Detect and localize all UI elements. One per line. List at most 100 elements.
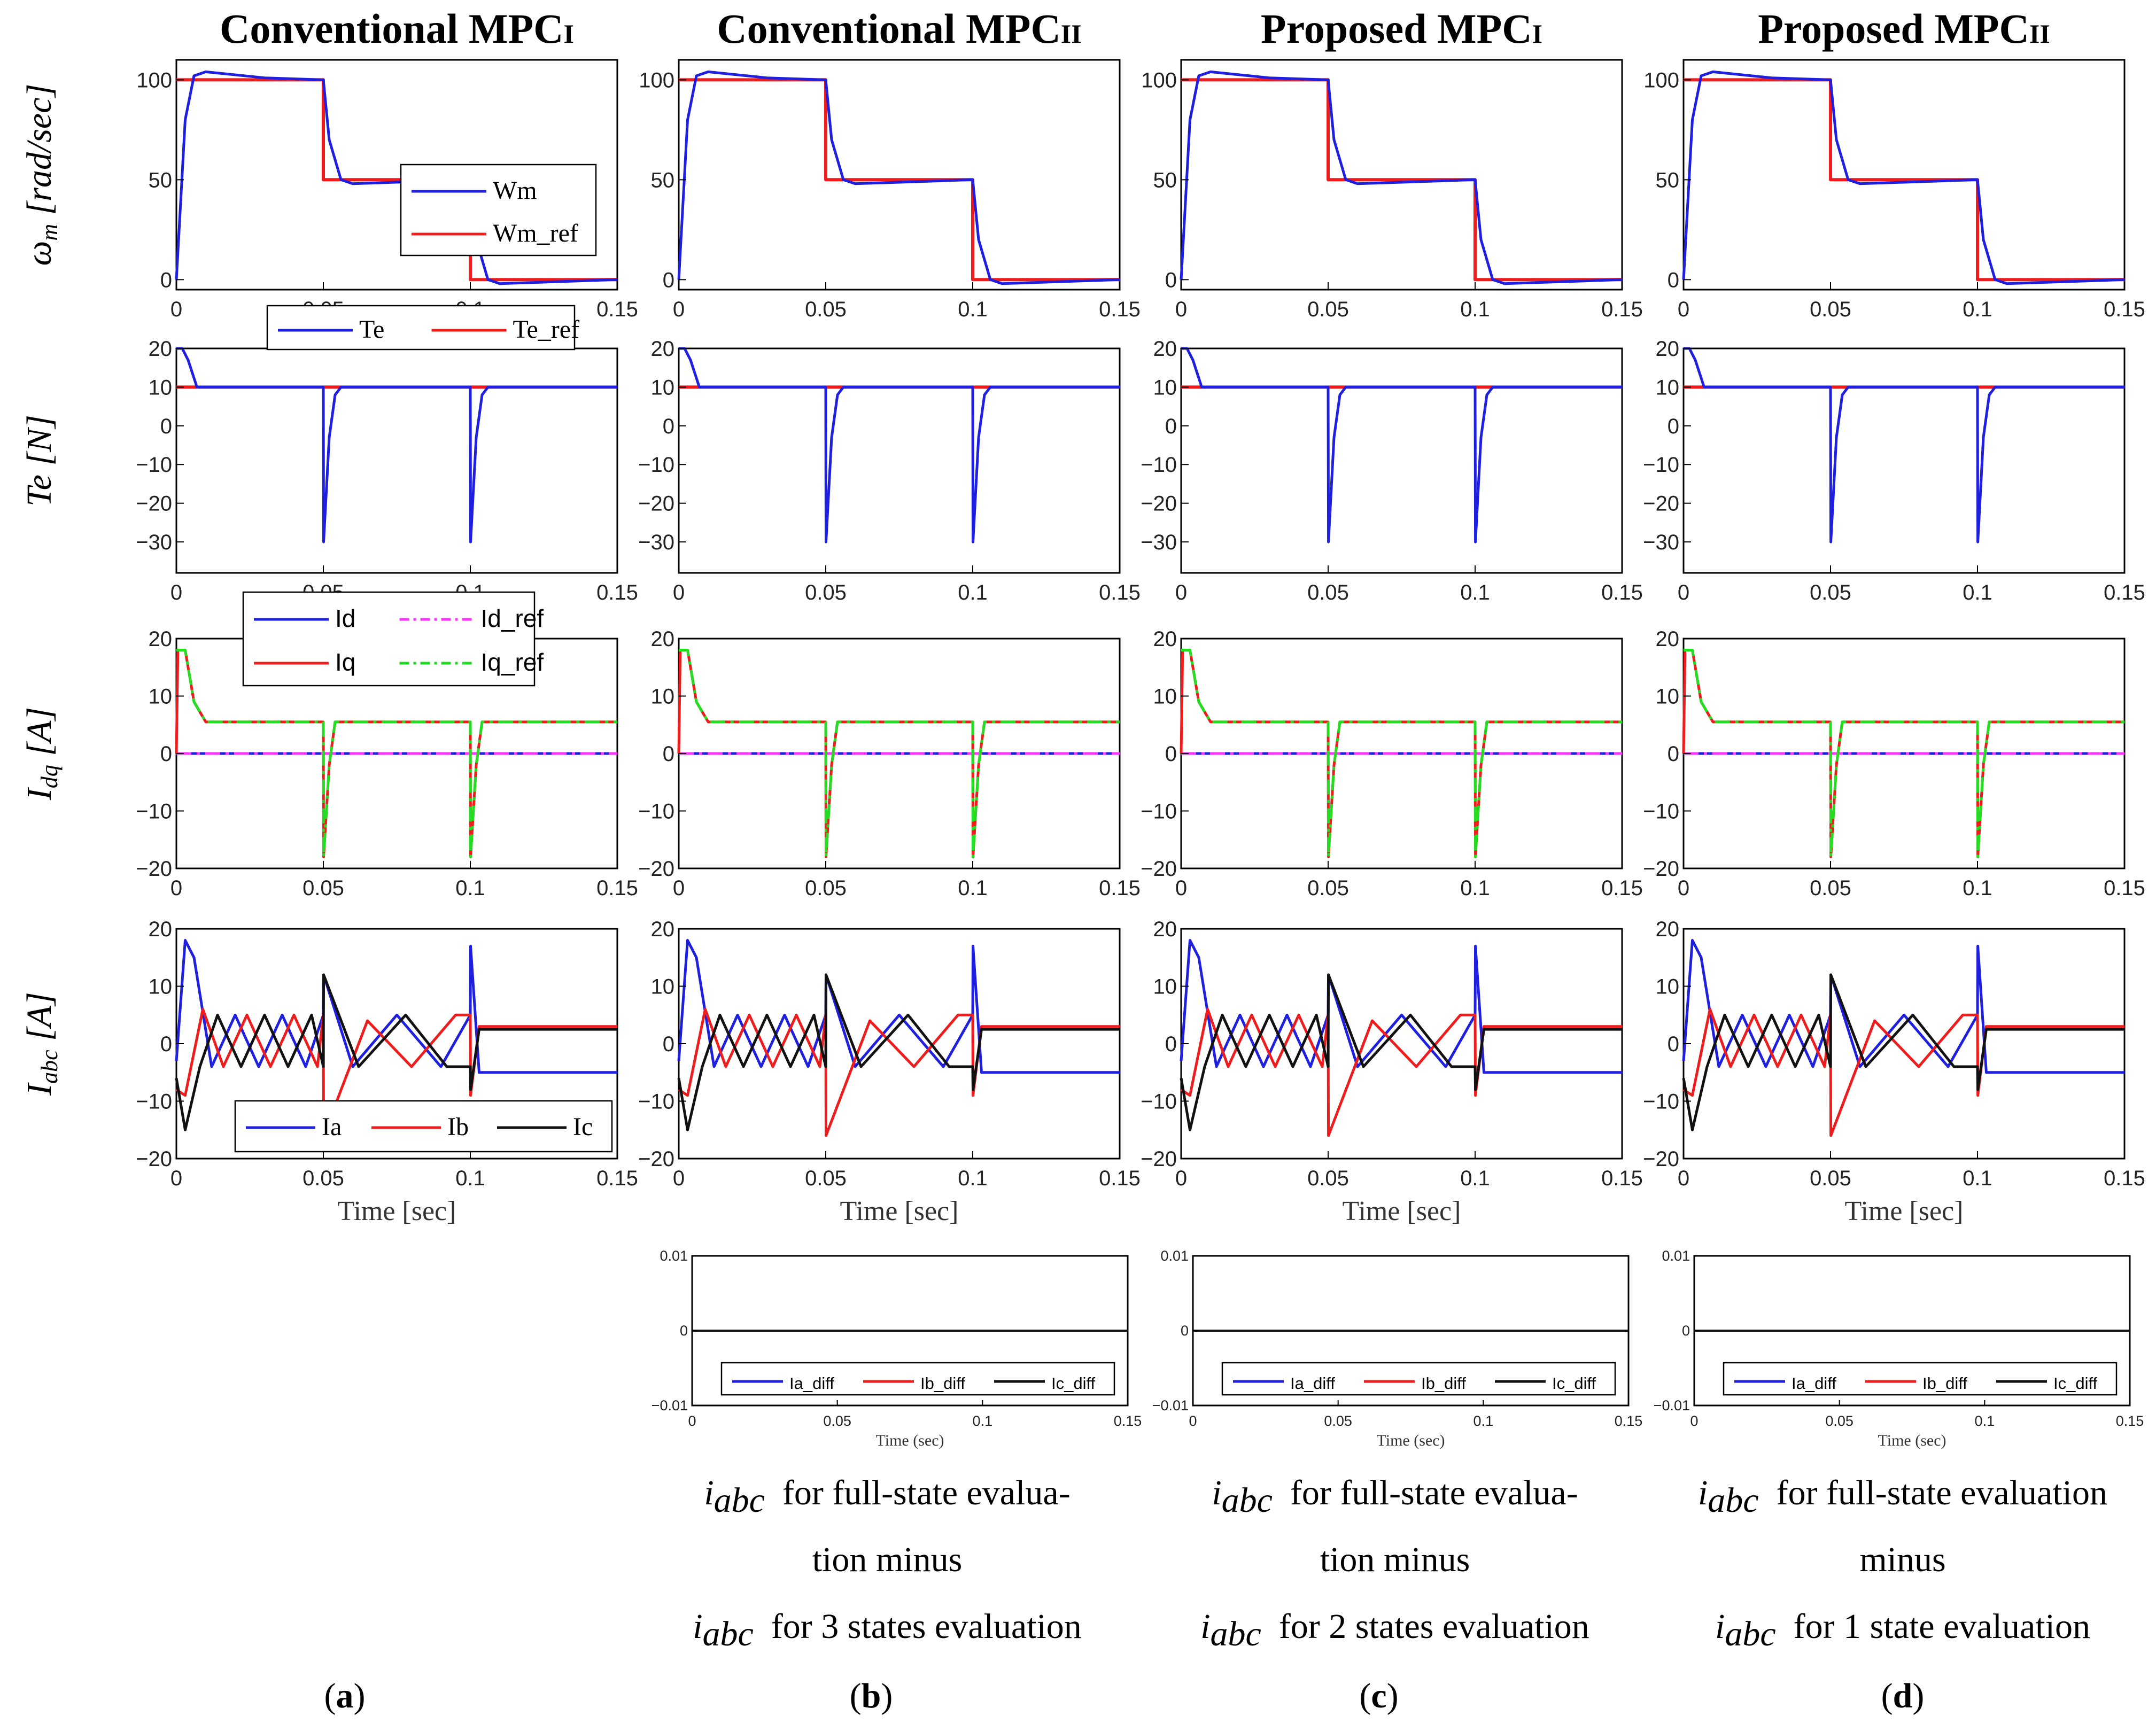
row-label-sub: abc bbox=[36, 1050, 63, 1084]
column-title-main: Proposed MPC bbox=[1261, 5, 1532, 52]
legend-label-Id: Id bbox=[335, 604, 355, 632]
y-tick-label: 0 bbox=[1165, 415, 1177, 438]
y-tick-label: 20 bbox=[149, 627, 173, 651]
y-tick-label: 10 bbox=[651, 376, 675, 399]
y-tick-label: 10 bbox=[651, 685, 675, 709]
y-tick-label: −20 bbox=[1141, 1147, 1177, 1171]
plot-speed-2: 0 0.05 0.1 0.15 0 50 100 bbox=[1141, 59, 1643, 321]
y-tick-label: 50 bbox=[651, 168, 675, 192]
x-tick-label: 0.05 bbox=[1810, 581, 1851, 604]
y-tick-label: 100 bbox=[1643, 68, 1679, 92]
legend-box bbox=[1221, 1362, 1616, 1396]
y-tick-label: 20 bbox=[1656, 337, 1680, 361]
x-tick-label: 0.15 bbox=[596, 298, 638, 321]
x-tick-label: 0.05 bbox=[1307, 298, 1349, 321]
x-tick-label: 0.1 bbox=[1473, 1413, 1494, 1429]
y-tick-label: −20 bbox=[638, 1147, 674, 1171]
y-tick-label: 20 bbox=[1656, 918, 1680, 941]
series-line-Iq_ref bbox=[1684, 649, 2124, 858]
x-tick-label: 0.1 bbox=[1963, 876, 1992, 900]
caption-math: i bbox=[1698, 1473, 1708, 1512]
x-tick-label: 0.15 bbox=[2116, 1413, 2144, 1429]
legend-label-Wm: Wm bbox=[493, 176, 537, 205]
y-tick-label: −10 bbox=[1141, 800, 1177, 824]
y-tick-label: 0 bbox=[1165, 742, 1177, 766]
y-tick-label: −10 bbox=[1141, 453, 1177, 477]
caption-d: iabc for full-state evaluationminusiabc … bbox=[1698, 1473, 2107, 1653]
row-label-main: I bbox=[20, 787, 59, 801]
y-tick-label: 10 bbox=[1656, 376, 1680, 399]
caption-text: for 3 states evaluation bbox=[754, 1607, 1082, 1646]
legend-label-Ia_diff: Ia_diff bbox=[1290, 1374, 1335, 1393]
plot-area bbox=[678, 347, 1121, 574]
x-axis-label: Time (sec) bbox=[875, 1432, 944, 1449]
y-tick-label: 0.01 bbox=[1160, 1248, 1189, 1264]
column-title: Conventional MPCII bbox=[717, 5, 1081, 52]
legend-box bbox=[720, 1362, 1115, 1396]
x-tick-label: 0.05 bbox=[1307, 581, 1349, 604]
x-axis-label: Time [sec] bbox=[1845, 1196, 1964, 1226]
legend-box bbox=[1723, 1362, 2118, 1396]
plot-iabc-3: 0 0.05 0.1 0.15 −20 −10 0 10 20 Time [sec] bbox=[1643, 918, 2145, 1226]
plot-area bbox=[1180, 928, 1623, 1160]
y-tick-label: −20 bbox=[638, 492, 674, 516]
caption-math: i bbox=[1212, 1473, 1221, 1512]
plot-torque-2: 0 0.05 0.1 0.15 −30 −20 −10 0 10 20 bbox=[1141, 337, 1643, 604]
caption-c: iabc for full-state evalua-tion minusiab… bbox=[1200, 1473, 1589, 1653]
y-tick-label: −20 bbox=[136, 492, 172, 516]
legend-label-Ia: Ia bbox=[322, 1113, 342, 1141]
row-label-main: I bbox=[20, 1082, 59, 1096]
y-tick-label: −10 bbox=[638, 453, 674, 477]
plot-area bbox=[1682, 928, 2126, 1160]
y-tick-label: 50 bbox=[149, 168, 173, 192]
x-tick-label: 0 bbox=[1175, 298, 1187, 321]
y-tick-label: −10 bbox=[1141, 1090, 1177, 1114]
plot-torque-1: 0 0.05 0.1 0.15 −30 −20 −10 0 10 20 bbox=[638, 337, 1141, 604]
y-tick-label: 0 bbox=[663, 415, 674, 438]
caption-math: i bbox=[1715, 1607, 1725, 1646]
legend-label-Ia_diff: Ia_diff bbox=[789, 1374, 834, 1393]
legend-label-Te_ref: Te_ref bbox=[513, 315, 580, 344]
x-tick-label: 0.15 bbox=[2104, 1167, 2145, 1190]
panel-letter-text: d bbox=[1893, 1676, 1913, 1715]
plot-torque-3: 0 0.05 0.1 0.15 −30 −20 −10 0 10 20 bbox=[1643, 337, 2145, 604]
y-tick-label: −20 bbox=[136, 1147, 172, 1171]
y-tick-label: 50 bbox=[1153, 168, 1177, 192]
x-tick-label: 0 bbox=[170, 876, 182, 900]
x-tick-label: 0 bbox=[673, 298, 685, 321]
x-tick-label: 0.05 bbox=[805, 1167, 847, 1190]
plot-speed-3: 0 0.05 0.1 0.15 0 50 100 bbox=[1643, 59, 2145, 321]
x-tick-label: 0 bbox=[1678, 876, 1689, 900]
legend-label-Iq_ref: Iq_ref bbox=[481, 648, 544, 676]
paren: ) bbox=[1387, 1676, 1399, 1715]
row-label-unit: [rad/sec] bbox=[20, 84, 59, 224]
plot-idq-0: 0 0.05 0.1 0.15 −20 −10 0 10 20 Id Id_ref Iq Iq_ref bbox=[136, 591, 638, 900]
column-title-main: Proposed MPC bbox=[1758, 5, 2029, 52]
x-tick-label: 0.05 bbox=[805, 876, 847, 900]
caption-line: iabc for 1 state evaluation bbox=[1715, 1607, 2090, 1653]
caption-text: tion minus bbox=[812, 1540, 963, 1579]
y-tick-label: −10 bbox=[136, 1090, 172, 1114]
legend-label-Ib_diff: Ib_diff bbox=[920, 1374, 965, 1393]
caption-line: iabc for full-state evaluation bbox=[1698, 1473, 2107, 1520]
paren: ( bbox=[1359, 1676, 1371, 1715]
panel-letter-text: b bbox=[862, 1676, 881, 1715]
y-tick-label: −20 bbox=[136, 857, 172, 881]
caption-text: for full-state evaluation bbox=[1759, 1473, 2107, 1512]
paren: ( bbox=[850, 1676, 862, 1715]
caption-b: iabc for full-state evalua-tion minusiab… bbox=[693, 1473, 1082, 1653]
x-tick-label: 0.1 bbox=[958, 298, 988, 321]
row-label-unit: [A] bbox=[20, 707, 59, 765]
x-tick-label: 0 bbox=[170, 298, 182, 321]
x-tick-label: 0.15 bbox=[1099, 1167, 1141, 1190]
series-line-Iq_ref bbox=[176, 649, 617, 858]
y-tick-label: 0 bbox=[1165, 1032, 1177, 1056]
plot-area bbox=[1682, 347, 2126, 574]
x-tick-label: 0.15 bbox=[1601, 298, 1643, 321]
plot-area bbox=[1180, 347, 1623, 574]
panel-letter: (b) bbox=[850, 1676, 893, 1715]
